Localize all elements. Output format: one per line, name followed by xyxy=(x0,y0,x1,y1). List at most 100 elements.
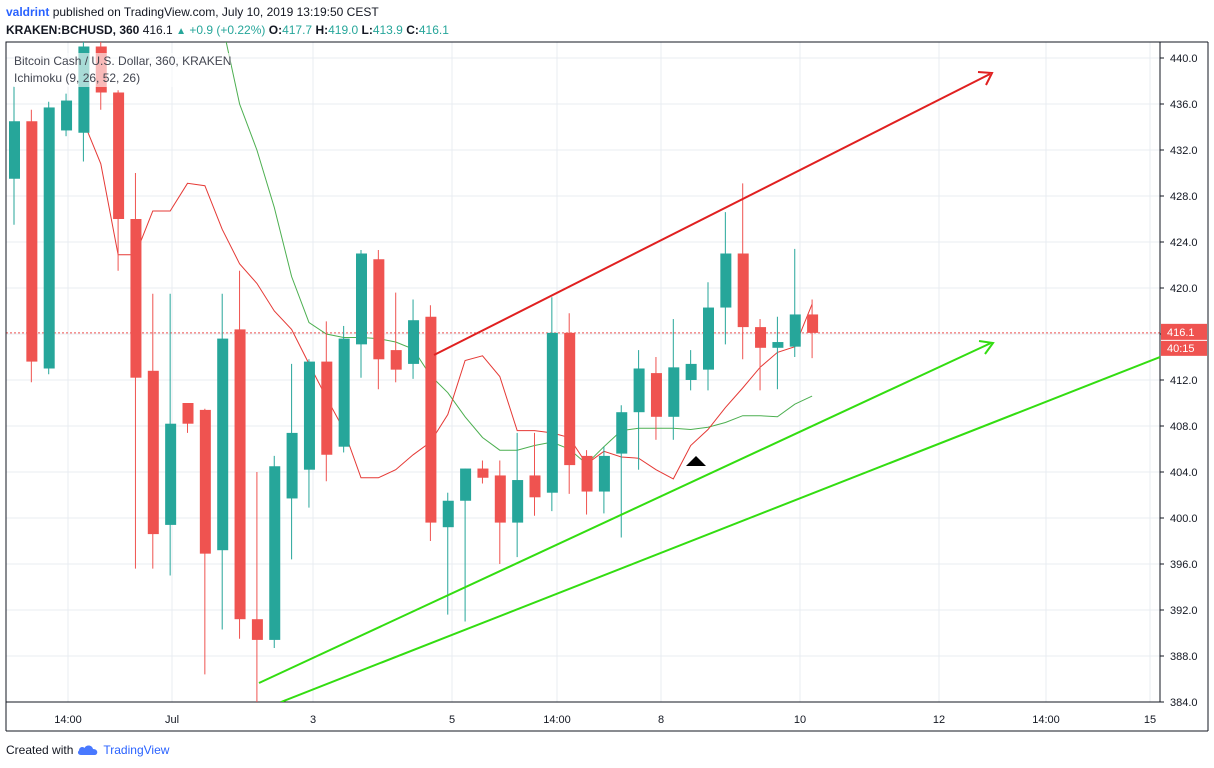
y-tick-label: 400.0 xyxy=(1170,513,1198,525)
candle-body xyxy=(494,475,506,523)
candle-body xyxy=(460,468,472,501)
author-name[interactable]: valdrint xyxy=(6,5,50,19)
x-tick-label: Jul xyxy=(165,714,179,726)
candle-body xyxy=(616,412,628,454)
red-arrow-head xyxy=(977,71,994,86)
conversion-line xyxy=(82,121,813,480)
publish-header: valdrint published on TradingView.com, J… xyxy=(6,5,379,19)
green-arrow-head xyxy=(978,340,995,355)
candle-body xyxy=(546,332,558,493)
candle-body xyxy=(408,320,420,364)
drawings xyxy=(258,71,1160,702)
candle-body xyxy=(668,367,680,417)
candle-body xyxy=(286,432,298,499)
candle-body xyxy=(269,466,281,640)
y-tick-label: 404.0 xyxy=(1170,467,1198,479)
price-axis[interactable]: 440.0436.0432.0428.0424.0420.0416.0412.0… xyxy=(1160,53,1207,709)
created-with-text: Created with xyxy=(6,743,74,757)
candle-body xyxy=(165,423,177,525)
candle-body xyxy=(425,316,437,523)
price-change: +0.9 (+0.22%) xyxy=(189,23,266,37)
chart-legend: Bitcoin Cash / U.S. Dollar, 360, KRAKEN … xyxy=(14,53,232,87)
candle-body xyxy=(807,314,819,333)
last-price-label: 416.1 xyxy=(1167,327,1195,339)
footer: Created with TradingView xyxy=(6,743,169,757)
candle-body xyxy=(78,46,90,133)
symbol-label[interactable]: KRAKEN:BCHUSD, 360 xyxy=(6,23,140,37)
candles xyxy=(9,42,819,702)
x-tick-label: 8 xyxy=(658,714,664,726)
y-tick-label: 392.0 xyxy=(1170,605,1198,617)
last-price-badge xyxy=(1161,323,1207,340)
candle-body xyxy=(43,107,55,369)
candle-body xyxy=(633,368,645,413)
y-tick-label: 424.0 xyxy=(1170,237,1198,249)
time-axis[interactable]: 14:00 Jul 3 5 14:00 8 10 12 14:00 15 xyxy=(54,714,1156,726)
candle-body xyxy=(234,329,246,620)
close-label: C: xyxy=(406,23,419,37)
candle-body xyxy=(9,121,20,179)
candle-body xyxy=(303,361,315,470)
symbol-header: KRAKEN:BCHUSD, 360 416.1 ▲ +0.9 (+0.22%)… xyxy=(6,23,449,37)
candle-body xyxy=(529,475,541,498)
green-trend-arrow xyxy=(258,342,992,684)
candle-body xyxy=(147,370,159,535)
x-tick-label: 14:00 xyxy=(543,714,571,726)
y-tick-label: 412.0 xyxy=(1170,375,1198,387)
tradingview-cloud-icon xyxy=(78,745,98,755)
series-title[interactable]: Bitcoin Cash / U.S. Dollar, 360, KRAKEN xyxy=(14,53,232,70)
low-value: 413.9 xyxy=(372,23,403,37)
indicator-label[interactable]: Ichimoku (9, 26, 52, 26) xyxy=(14,70,232,87)
candle-body xyxy=(321,361,333,455)
candle-body xyxy=(703,307,714,370)
candle-body xyxy=(442,500,454,528)
close-value: 416.1 xyxy=(418,23,449,37)
red-trend-arrow xyxy=(433,73,991,356)
candle-body xyxy=(251,619,263,640)
up-arrow-icon: ▲ xyxy=(176,26,186,37)
candle-body xyxy=(564,332,576,466)
y-tick-label: 432.0 xyxy=(1170,145,1198,157)
low-label: L: xyxy=(361,23,373,37)
y-tick-label: 428.0 xyxy=(1170,191,1198,203)
candle-body xyxy=(650,373,662,417)
black-triangle-marker xyxy=(686,456,706,466)
chart-frame xyxy=(5,41,1209,732)
candle-body xyxy=(199,409,211,554)
open-label: O: xyxy=(268,23,283,37)
candle-body xyxy=(512,480,524,523)
candle-body xyxy=(356,253,367,345)
tradingview-brand[interactable]: TradingView xyxy=(103,743,170,757)
plot-border xyxy=(5,41,1161,703)
candle-body xyxy=(737,253,749,328)
y-tick-label: 384.0 xyxy=(1170,697,1198,709)
candle-body xyxy=(789,314,801,347)
y-tick-label: 440.0 xyxy=(1170,53,1198,65)
high-label: H: xyxy=(315,23,329,37)
publish-info: published on TradingView.com, July 10, 2… xyxy=(52,5,379,19)
x-tick-label: 3 xyxy=(310,714,316,726)
candle-body xyxy=(581,455,593,492)
candle-body xyxy=(477,468,489,478)
y-tick-label: 388.0 xyxy=(1170,651,1198,663)
candle-body xyxy=(338,338,350,447)
candle-body xyxy=(217,338,229,551)
y-tick-label: 420.0 xyxy=(1170,283,1198,295)
candle-body xyxy=(130,219,142,378)
candle-body xyxy=(685,363,697,380)
candle-body xyxy=(113,92,125,219)
x-tick-label: 12 xyxy=(933,714,945,726)
countdown-label: 40:15 xyxy=(1167,343,1195,355)
green-trend-line xyxy=(280,356,1160,702)
candle-body xyxy=(772,342,784,348)
y-tick-label: 408.0 xyxy=(1170,421,1198,433)
x-tick-label: 14:00 xyxy=(1032,714,1060,726)
candle-body xyxy=(598,455,610,492)
x-tick-label: 14:00 xyxy=(54,714,82,726)
countdown-badge xyxy=(1161,340,1207,356)
grid xyxy=(6,42,1160,702)
candle-body xyxy=(720,253,732,308)
last-price: 416.1 xyxy=(142,23,173,37)
candle-body xyxy=(390,350,402,370)
